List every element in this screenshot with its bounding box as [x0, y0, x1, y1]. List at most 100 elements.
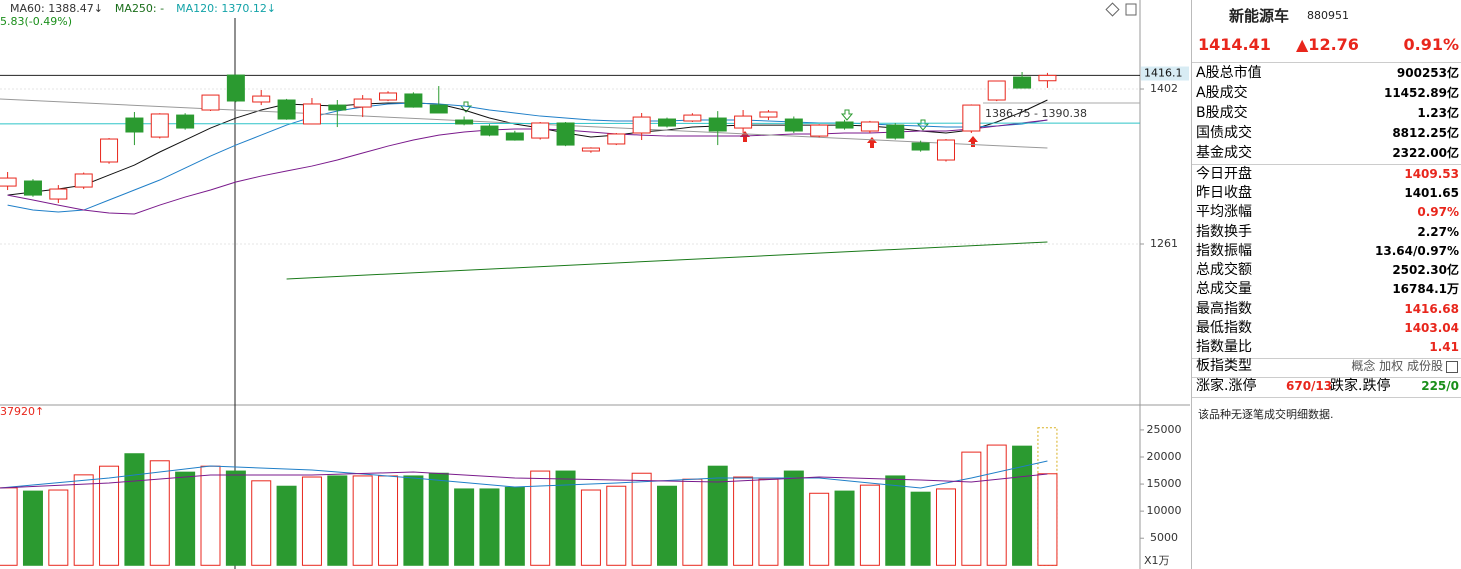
row-value: 8812.25亿	[1392, 126, 1459, 140]
volume-bar	[200, 465, 221, 566]
volume-bar	[378, 475, 399, 566]
volume-bar	[580, 489, 601, 566]
candle-body	[936, 139, 955, 161]
percent: 0.91%	[1403, 35, 1459, 54]
row-value: 1416.68	[1404, 302, 1459, 316]
volume-bar	[48, 489, 69, 566]
row-value: 13.64/0.97%	[1375, 244, 1459, 258]
candle-body	[810, 124, 829, 137]
info-row: 指数量比 1.41	[1196, 338, 1459, 357]
row-label: A股总市值	[1196, 65, 1262, 81]
candle-body	[226, 74, 245, 102]
volume-bar	[885, 475, 906, 566]
candle-body	[150, 113, 169, 138]
icon-diamond[interactable]	[1105, 2, 1120, 17]
range-annotation: 1386.75 - 1390.38	[985, 107, 1087, 120]
row-label: 最高指数	[1196, 301, 1252, 317]
volume-bar	[657, 485, 678, 566]
volume-bar	[175, 471, 196, 566]
candle-body	[404, 93, 423, 108]
row-value: 1409.53	[1404, 167, 1459, 181]
candle-body	[74, 173, 93, 188]
volume-bar	[809, 492, 830, 566]
row-value: 2502.30亿	[1392, 263, 1459, 277]
legend-entry: MA60: 1388.47↓	[10, 2, 103, 15]
volume-bar	[124, 453, 145, 566]
price-marker-label: 1416.1	[1144, 67, 1183, 80]
volume-ma-line	[0, 460, 1048, 489]
volume-bar	[530, 470, 551, 566]
info-row: 今日开盘 1409.53	[1196, 165, 1459, 184]
candle-body	[100, 138, 119, 163]
row-value: 1.41	[1429, 340, 1459, 354]
info-row: 最高指数 1416.68	[1196, 300, 1459, 319]
info-row: 基金成交 2322.00亿	[1196, 144, 1459, 163]
separator	[1192, 377, 1461, 378]
volume-bar	[859, 484, 880, 566]
row-value: 16784.1万	[1392, 282, 1459, 296]
row-label: 平均涨幅	[1196, 204, 1252, 220]
row-value: 1403.04	[1404, 321, 1459, 335]
candle-body	[734, 115, 753, 129]
updown-row: 涨家.涨停 670/13 跌家.跌停 225/0	[1196, 377, 1459, 396]
row-label: 指数振幅	[1196, 243, 1252, 259]
price-marker-box	[1141, 66, 1189, 81]
volume-bar	[99, 465, 120, 566]
candle-body	[480, 125, 499, 136]
row-value: 900253亿	[1396, 66, 1459, 80]
candle-body	[379, 92, 398, 101]
separator	[1192, 62, 1461, 63]
volume-bar	[327, 475, 348, 566]
info-row: 指数振幅 13.64/0.97%	[1196, 242, 1459, 261]
note: 该品种无逐笔成交明细数据.	[1198, 408, 1334, 421]
info-row: 总成交量 16784.1万	[1196, 280, 1459, 299]
legend-entry: MA120: 1370.12↓	[176, 2, 276, 15]
candle-body	[1038, 74, 1057, 82]
candle-body	[708, 117, 727, 132]
volume-bar	[22, 490, 43, 566]
candle-body	[556, 122, 575, 146]
volume-bar	[479, 488, 500, 566]
candle-body	[987, 80, 1006, 101]
candle-body	[784, 118, 803, 132]
candle-body	[911, 142, 930, 151]
info-row: 国债成交 8812.25亿	[1196, 124, 1459, 143]
row-value: 225/0	[1421, 379, 1459, 393]
row-label: 指数量比	[1196, 339, 1252, 355]
volume-bar	[986, 444, 1007, 566]
ma-line	[286, 241, 1048, 280]
info-panel: 新能源车 880951 1414.41 ▲12.76 0.91% A股总市值 90…	[1191, 0, 1461, 569]
candle-body	[505, 132, 524, 141]
row-value: 1.23亿	[1417, 106, 1459, 120]
volume-bar	[149, 460, 170, 566]
volume-bar	[251, 480, 272, 566]
candle-body	[201, 94, 220, 111]
row-label: 涨家.涨停	[1196, 378, 1257, 394]
info-row: A股总市值 900253亿	[1196, 64, 1459, 83]
type-icon[interactable]	[1446, 361, 1458, 373]
panel-title: 新能源车	[1229, 7, 1290, 25]
volume-bar	[935, 488, 956, 566]
candle-body	[23, 180, 42, 196]
ma-line	[7, 119, 1048, 215]
candle-body	[277, 99, 296, 120]
y-tick-label: 1402	[1150, 82, 1178, 95]
row-label: 总成交量	[1196, 281, 1252, 297]
candle-body	[581, 147, 600, 152]
row-label: 国债成交	[1196, 125, 1252, 141]
row-label: 最低指数	[1196, 320, 1252, 336]
row-value: 2.27%	[1417, 225, 1459, 239]
candle-body	[455, 119, 474, 125]
info-row: A股成交 11452.89亿	[1196, 84, 1459, 103]
volume-bar	[758, 478, 779, 566]
candle-body	[658, 118, 677, 127]
y-tick-label: 10000	[1147, 504, 1182, 517]
candle-body	[860, 121, 879, 132]
y-tick-label: 15000	[1147, 477, 1182, 490]
icon-window[interactable]	[1125, 3, 1137, 16]
y-tick-label: 25000	[1147, 423, 1182, 436]
candle-body	[632, 116, 651, 134]
buy-arrow	[740, 131, 750, 142]
candle-body	[683, 114, 702, 122]
